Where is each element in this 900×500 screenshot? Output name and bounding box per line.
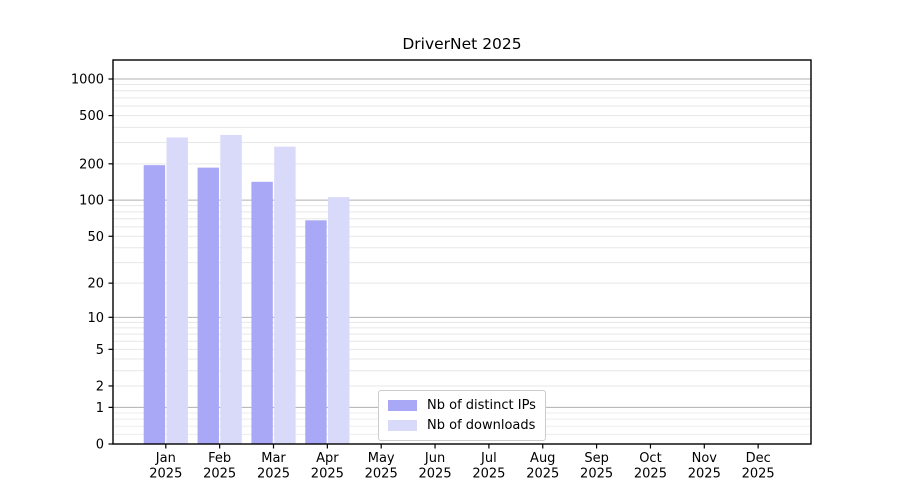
y-tick-label-5: 5 bbox=[96, 343, 104, 358]
x-tick-label-oct: Oct 2025 bbox=[634, 451, 667, 482]
legend-item-downloads: Nb of downloads bbox=[388, 417, 536, 434]
x-tick-label-feb: Feb 2025 bbox=[203, 451, 236, 482]
x-tick-label-aug: Aug 2025 bbox=[526, 451, 559, 482]
y-tick-label-50: 50 bbox=[87, 230, 104, 245]
x-tick-label-mar: Mar 2025 bbox=[257, 451, 290, 482]
y-tick-label-10: 10 bbox=[87, 311, 104, 326]
legend-swatch-distinct-ips bbox=[388, 400, 417, 411]
y-tick-label-500: 500 bbox=[79, 109, 104, 124]
bar-jan-downloads bbox=[166, 137, 188, 445]
legend-label-distinct-ips: Nb of distinct IPs bbox=[427, 398, 536, 413]
legend-swatch-downloads bbox=[388, 420, 417, 431]
y-tick-label-1000: 1000 bbox=[71, 73, 104, 88]
bar-feb-distinct-ips bbox=[197, 167, 219, 444]
bar-feb-downloads bbox=[220, 134, 242, 444]
x-tick-label-jul: Jul 2025 bbox=[472, 451, 505, 482]
x-tick-label-apr: Apr 2025 bbox=[311, 451, 344, 482]
x-tick-label-sep: Sep 2025 bbox=[580, 451, 613, 482]
x-tick-label-nov: Nov 2025 bbox=[688, 451, 721, 482]
legend: Nb of distinct IPs Nb of downloads bbox=[378, 390, 546, 441]
y-tick-label-200: 200 bbox=[79, 157, 104, 172]
bar-mar-downloads bbox=[274, 146, 296, 444]
y-tick-label-20: 20 bbox=[87, 277, 104, 292]
y-tick-label-1: 1 bbox=[96, 401, 104, 416]
legend-label-downloads: Nb of downloads bbox=[427, 418, 536, 433]
chart-title: DriverNet 2025 bbox=[402, 35, 522, 53]
legend-item-distinct-ips: Nb of distinct IPs bbox=[388, 397, 536, 414]
bar-mar-distinct-ips bbox=[251, 181, 273, 444]
x-tick-label-may: May 2025 bbox=[365, 451, 398, 482]
bar-apr-downloads bbox=[328, 197, 350, 444]
x-tick-label-dec: Dec 2025 bbox=[742, 451, 775, 482]
bar-apr-distinct-ips bbox=[305, 220, 327, 444]
plot-border bbox=[112, 59, 812, 445]
x-tick-label-jan: Jan 2025 bbox=[149, 451, 182, 482]
y-tick-label-100: 100 bbox=[79, 194, 104, 209]
y-tick-label-0: 0 bbox=[96, 438, 104, 453]
bar-jan-distinct-ips bbox=[143, 165, 166, 445]
x-tick-label-jun: Jun 2025 bbox=[419, 451, 452, 482]
y-tick-label-2: 2 bbox=[96, 379, 104, 394]
